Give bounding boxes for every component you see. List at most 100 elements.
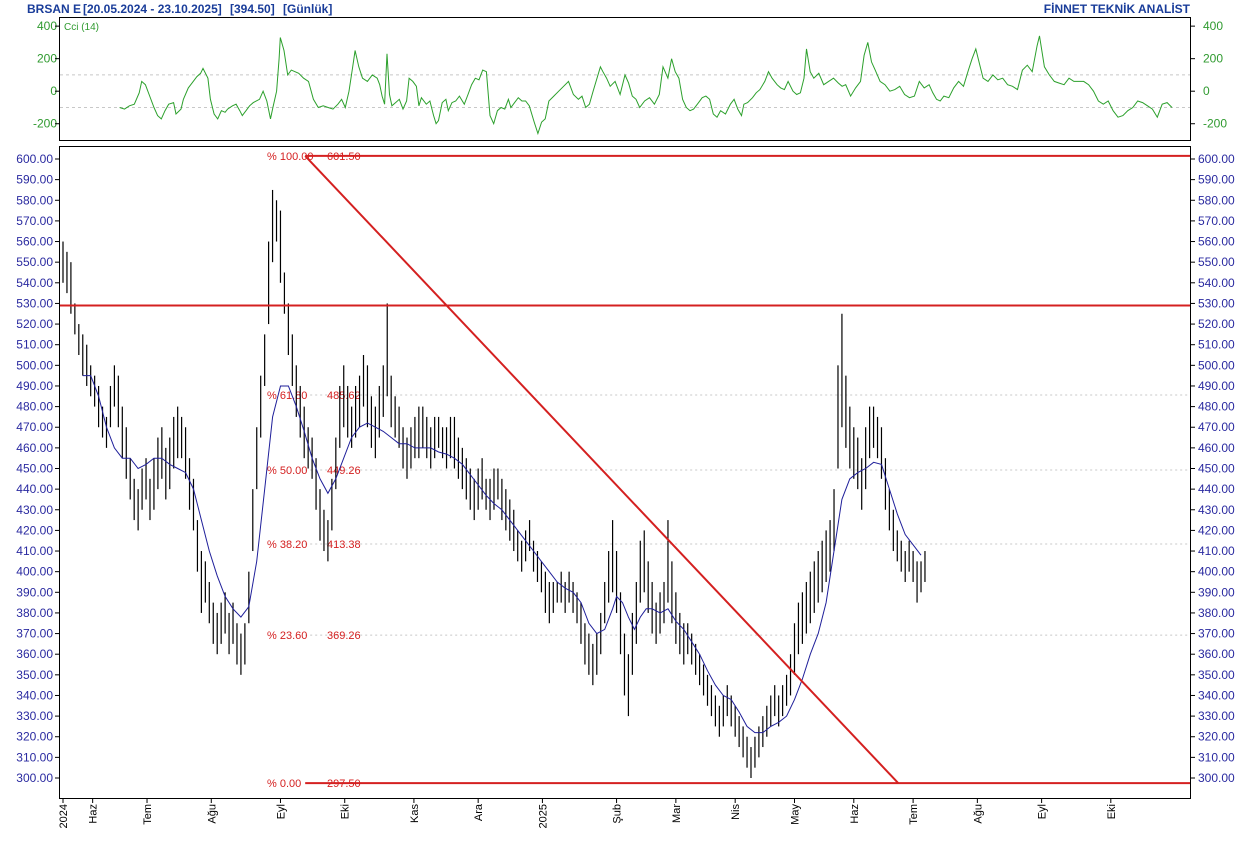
price-tick-left: 410.00 xyxy=(16,544,53,558)
price-tick-right: 340.00 xyxy=(1198,688,1235,702)
price-tick-left: 500.00 xyxy=(16,358,53,372)
price-tick-right: 530.00 xyxy=(1198,296,1235,310)
x-month-label: Eyl xyxy=(275,804,287,819)
price-tick-right: 500.00 xyxy=(1198,358,1235,372)
price-tick-left: 430.00 xyxy=(16,503,53,517)
price-tick-right: 370.00 xyxy=(1198,627,1235,641)
chart-brand: FİNNET TEKNİK ANALİST xyxy=(1043,2,1190,16)
price-tick-left: 300.00 xyxy=(16,771,53,785)
fib-level-percent: % 61.80 xyxy=(267,390,307,402)
price-tick-left: 540.00 xyxy=(16,276,53,290)
price-tick-left: 320.00 xyxy=(16,730,53,744)
price-tick-left: 510.00 xyxy=(16,338,53,352)
price-tick-right: 510.00 xyxy=(1198,338,1235,352)
price-tick-right: 480.00 xyxy=(1198,400,1235,414)
x-month-label: Ağu xyxy=(206,804,218,824)
price-tick-left: 360.00 xyxy=(16,647,53,661)
x-month-label: Nis xyxy=(730,804,742,820)
price-tick-right: 470.00 xyxy=(1198,420,1235,434)
cci-series-line xyxy=(119,35,1173,136)
price-tick-right: 430.00 xyxy=(1198,503,1235,517)
price-tick-left: 450.00 xyxy=(16,462,53,476)
cci-tick-left: 0 xyxy=(50,84,57,98)
x-month-label: Tem xyxy=(142,804,154,825)
x-month-label: Eki xyxy=(340,804,352,819)
x-month-label: Şub xyxy=(612,804,624,824)
fib-level-value: 413.38 xyxy=(327,539,361,551)
price-tick-right: 440.00 xyxy=(1198,482,1235,496)
price-tick-left: 600.00 xyxy=(16,152,53,166)
x-month-label: Kas xyxy=(409,804,421,823)
chart-period: [Günlük] xyxy=(283,2,333,16)
trend-line xyxy=(304,155,900,784)
price-tick-right: 380.00 xyxy=(1198,606,1235,620)
price-tick-right: 550.00 xyxy=(1198,255,1235,269)
price-tick-left: 570.00 xyxy=(16,214,53,228)
x-month-label: Ağu xyxy=(972,804,984,824)
price-tick-right: 570.00 xyxy=(1198,214,1235,228)
price-tick-left: 480.00 xyxy=(16,400,53,414)
fib-level-percent: % 100.00 xyxy=(267,151,313,163)
price-tick-right: 590.00 xyxy=(1198,173,1235,187)
price-panel-border xyxy=(59,146,1191,799)
price-tick-right: 520.00 xyxy=(1198,317,1235,331)
x-month-label: Eyl xyxy=(1037,804,1049,819)
x-month-label: Haz xyxy=(88,804,100,824)
price-tick-right: 580.00 xyxy=(1198,193,1235,207)
price-tick-left: 340.00 xyxy=(16,688,53,702)
cci-panel: 400 400 200 200 0 0 -200 -200 xyxy=(33,19,1227,136)
price-tick-right: 540.00 xyxy=(1198,276,1235,290)
price-tick-left: 380.00 xyxy=(16,606,53,620)
fib-level-percent: % 50.00 xyxy=(267,465,307,477)
price-panel: 600.00 600.00 590.00 590.00 580.00 580.00 570.… xyxy=(16,151,1235,829)
price-tick-right: 490.00 xyxy=(1198,379,1235,393)
chart-date-range: [20.05.2024 - 23.10.2025] xyxy=(83,2,222,16)
price-tick-left: 530.00 xyxy=(16,296,53,310)
price-tick-right: 310.00 xyxy=(1198,750,1235,764)
cci-tick-left: 400 xyxy=(37,19,57,33)
price-tick-right: 560.00 xyxy=(1198,235,1235,249)
price-tick-left: 400.00 xyxy=(16,565,53,579)
x-month-label: Haz xyxy=(849,804,861,824)
cci-tick-left: -200 xyxy=(33,117,57,131)
price-tick-right: 600.00 xyxy=(1198,152,1235,166)
cci-tick-left: 200 xyxy=(37,52,57,66)
price-tick-left: 590.00 xyxy=(16,173,53,187)
x-month-label: 2025 xyxy=(537,804,549,828)
x-month-label: Mar xyxy=(671,804,683,823)
price-tick-left: 440.00 xyxy=(16,482,53,496)
price-tick-right: 400.00 xyxy=(1198,565,1235,579)
cci-tick-right: 200 xyxy=(1203,52,1223,66)
fib-level-percent: % 0.00 xyxy=(267,778,301,790)
x-month-label: May xyxy=(789,804,801,825)
price-tick-left: 490.00 xyxy=(16,379,53,393)
price-tick-left: 550.00 xyxy=(16,255,53,269)
price-tick-right: 350.00 xyxy=(1198,668,1235,682)
cci-indicator-label: Cci (14) xyxy=(64,22,99,33)
price-tick-left: 370.00 xyxy=(16,627,53,641)
price-tick-left: 330.00 xyxy=(16,709,53,723)
x-month-label: 2024 xyxy=(58,804,70,828)
x-month-label: Tem xyxy=(908,804,920,825)
price-tick-left: 560.00 xyxy=(16,235,53,249)
price-tick-left: 520.00 xyxy=(16,317,53,331)
price-tick-right: 420.00 xyxy=(1198,523,1235,537)
x-month-label: Ara xyxy=(473,803,485,821)
price-tick-left: 580.00 xyxy=(16,193,53,207)
price-tick-left: 470.00 xyxy=(16,420,53,434)
fib-level-percent: % 38.20 xyxy=(267,539,307,551)
price-tick-left: 350.00 xyxy=(16,668,53,682)
price-tick-right: 450.00 xyxy=(1198,462,1235,476)
price-tick-right: 330.00 xyxy=(1198,709,1235,723)
price-tick-right: 410.00 xyxy=(1198,544,1235,558)
cci-panel-border xyxy=(59,17,1191,141)
price-tick-right: 390.00 xyxy=(1198,585,1235,599)
x-month-label: Eki xyxy=(1106,804,1118,819)
fib-level-value: 369.26 xyxy=(327,630,361,642)
moving-average-line xyxy=(82,375,922,734)
price-tick-left: 310.00 xyxy=(16,750,53,764)
price-tick-left: 420.00 xyxy=(16,523,53,537)
price-tick-right: 460.00 xyxy=(1198,441,1235,455)
chart-last-price: [394.50] xyxy=(230,2,275,16)
